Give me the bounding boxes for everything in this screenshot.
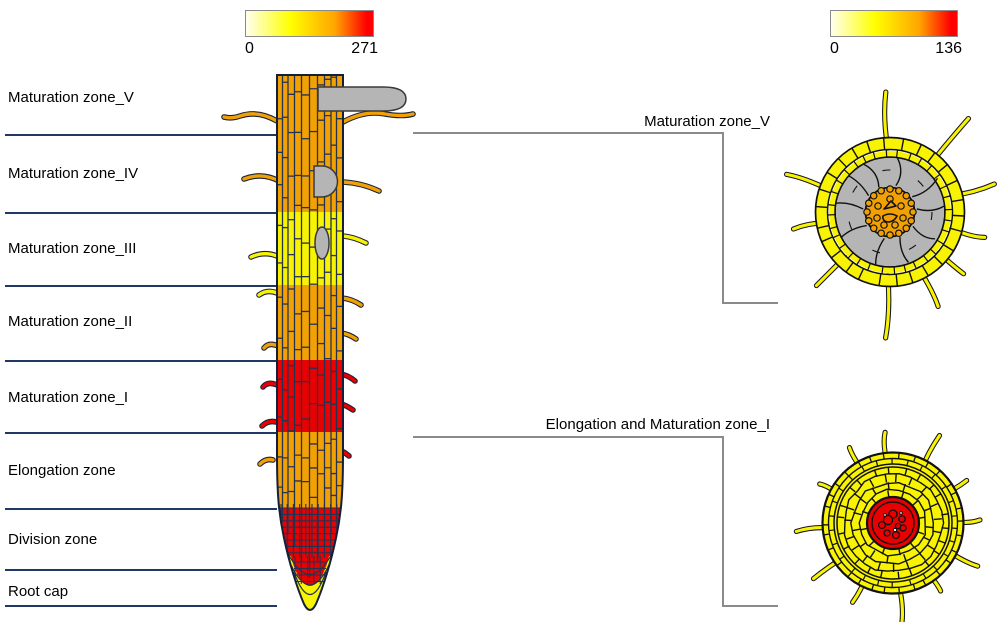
colorbar-left-gradient <box>245 10 374 37</box>
cross-section-maturation-v <box>784 89 997 341</box>
cs-top-epidermis-ring <box>814 136 966 288</box>
zone-label-maturation-v: Maturation zone_V <box>8 89 134 106</box>
zone-label-elongation: Elongation zone <box>8 462 116 479</box>
colorbar-right-gradient <box>830 10 958 37</box>
colorbar-left: 0 271 <box>245 10 378 57</box>
colorbar-left-min-label: 0 <box>245 40 254 57</box>
lateral-root-primordium-medium <box>313 165 339 198</box>
callout-bracket-top-vertical <box>722 132 724 304</box>
callout-label-maturation-v: Maturation zone_V <box>644 113 770 130</box>
zone-divider-line <box>5 360 277 362</box>
colorbar-left-max-label: 271 <box>351 40 378 57</box>
callout-bracket-bottom-connector <box>722 605 778 607</box>
lateral-root-primordium-large <box>317 86 407 112</box>
root-body <box>277 75 343 610</box>
zone-label-maturation-iii: Maturation zone_III <box>8 240 137 257</box>
callout-label-elongation-maturation-i: Elongation and Maturation zone_I <box>545 416 770 433</box>
cs-top-cortex-walls <box>835 157 945 265</box>
zone-label-maturation-ii: Maturation zone_II <box>8 313 133 330</box>
zone-divider-line <box>5 212 277 214</box>
zone-label-root-cap: Root cap <box>8 583 69 600</box>
root-longitudinal-section <box>221 74 416 611</box>
zone-divider-line <box>5 134 277 136</box>
cs-top-stele <box>863 185 917 239</box>
zone-label-division: Division zone <box>8 531 98 548</box>
root-outline <box>276 74 344 611</box>
callout-bracket-top-horizontal <box>413 132 724 134</box>
callout-bracket-top-connector <box>722 302 778 304</box>
zone-divider-line <box>5 569 277 571</box>
lateral-root-primordium-small <box>314 226 330 260</box>
cross-section-elongation-maturation-i <box>793 429 983 622</box>
zone-divider-line <box>5 605 277 607</box>
colorbar-right-max-label: 136 <box>935 40 962 57</box>
cs-bottom-cortex-cells <box>837 467 949 579</box>
cs-bottom-outer-rings <box>822 452 964 594</box>
zone-label-maturation-i: Maturation zone_I <box>8 389 129 406</box>
zone-label-maturation-iv: Maturation zone_IV <box>8 165 139 182</box>
zone-divider-line <box>5 432 277 434</box>
colorbar-right-min-label: 0 <box>830 40 839 57</box>
callout-bracket-bottom-horizontal <box>413 436 724 438</box>
colorbar-right: 0 136 <box>830 10 962 57</box>
zone-divider-line <box>5 285 277 287</box>
cs-bottom-stele <box>865 495 921 551</box>
callout-bracket-bottom-vertical <box>722 436 724 607</box>
zone-divider-line <box>5 508 277 510</box>
